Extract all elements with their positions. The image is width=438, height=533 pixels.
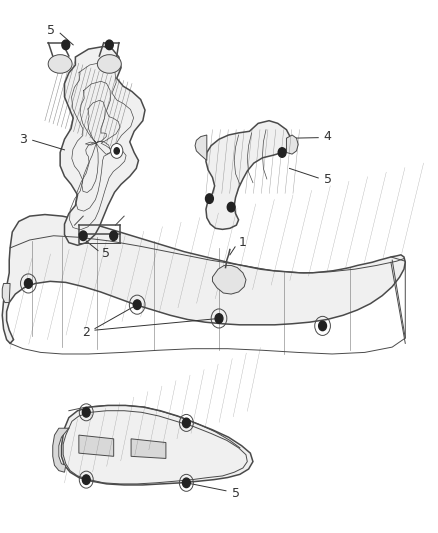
Circle shape	[133, 300, 141, 310]
Polygon shape	[61, 406, 253, 485]
Polygon shape	[79, 435, 114, 456]
Circle shape	[319, 321, 326, 330]
Text: 3: 3	[19, 133, 27, 146]
Ellipse shape	[48, 55, 72, 73]
Ellipse shape	[111, 143, 123, 158]
Circle shape	[278, 148, 286, 157]
Circle shape	[82, 408, 90, 417]
Circle shape	[62, 40, 70, 50]
Text: 5: 5	[102, 247, 110, 260]
Circle shape	[183, 478, 190, 488]
Circle shape	[82, 475, 90, 484]
Text: 5: 5	[324, 173, 332, 185]
Circle shape	[205, 194, 213, 204]
Text: 5: 5	[232, 487, 240, 500]
Polygon shape	[131, 439, 166, 458]
Circle shape	[215, 314, 223, 323]
Circle shape	[110, 231, 117, 240]
Text: 2: 2	[82, 326, 90, 340]
Polygon shape	[206, 120, 291, 229]
Text: 5: 5	[47, 24, 56, 37]
Polygon shape	[53, 428, 69, 472]
Polygon shape	[60, 46, 145, 245]
Text: 1: 1	[239, 236, 247, 249]
Circle shape	[25, 279, 32, 288]
Polygon shape	[286, 135, 298, 154]
Text: 4: 4	[324, 130, 332, 143]
Polygon shape	[2, 215, 405, 343]
Circle shape	[79, 231, 87, 240]
Circle shape	[183, 418, 190, 427]
Circle shape	[227, 203, 235, 212]
Ellipse shape	[97, 55, 121, 73]
Circle shape	[114, 148, 119, 154]
Circle shape	[106, 40, 113, 50]
Polygon shape	[212, 265, 246, 294]
Polygon shape	[2, 284, 10, 303]
Polygon shape	[195, 135, 207, 160]
